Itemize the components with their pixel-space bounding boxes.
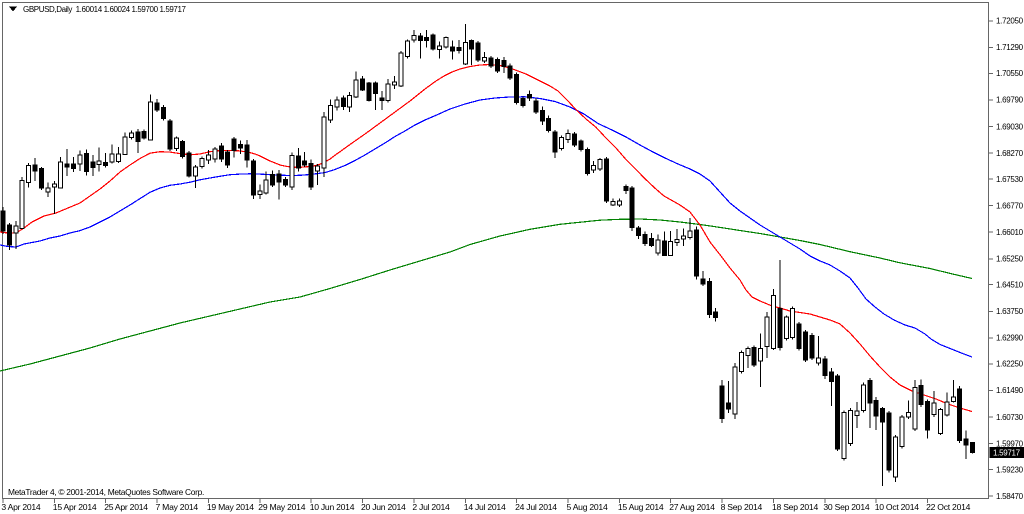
svg-text:29 May 2014: 29 May 2014 (258, 502, 305, 512)
svg-text:19 May 2014: 19 May 2014 (207, 502, 254, 512)
svg-text:7 May 2014: 7 May 2014 (156, 502, 199, 512)
svg-text:GBPUSD,Daily 1.60014 1.60024: GBPUSD,Daily 1.60014 1.60024 1.59700 1.5… (23, 5, 187, 14)
svg-text:MetaTrader 4, © 2001-2014, Met: MetaTrader 4, © 2001-2014, MetaQuotes So… (8, 487, 204, 497)
svg-text:1.69790: 1.69790 (996, 96, 1024, 105)
svg-text:1.59717: 1.59717 (993, 449, 1021, 458)
svg-text:1.59970: 1.59970 (996, 439, 1024, 448)
svg-text:1.60730: 1.60730 (996, 413, 1024, 422)
svg-text:1.62990: 1.62990 (996, 334, 1024, 343)
svg-text:1.66010: 1.66010 (996, 228, 1024, 237)
svg-text:25 Apr 2014: 25 Apr 2014 (104, 502, 148, 512)
svg-text:15 Aug 2014: 15 Aug 2014 (618, 502, 664, 512)
svg-text:10 Jun 2014: 10 Jun 2014 (310, 502, 355, 512)
svg-text:10 Oct 2014: 10 Oct 2014 (875, 502, 920, 512)
svg-text:30 Sep 2014: 30 Sep 2014 (823, 502, 869, 512)
svg-text:1.72050: 1.72050 (996, 17, 1024, 26)
svg-text:1.68270: 1.68270 (996, 149, 1024, 158)
svg-text:1.61490: 1.61490 (996, 386, 1024, 395)
svg-text:27 Aug 2014: 27 Aug 2014 (669, 502, 715, 512)
svg-text:1.63750: 1.63750 (996, 307, 1024, 316)
svg-text:1.58470: 1.58470 (996, 492, 1024, 501)
svg-text:1.59230: 1.59230 (996, 465, 1024, 474)
svg-text:1.70550: 1.70550 (996, 69, 1024, 78)
svg-text:18 Sep 2014: 18 Sep 2014 (772, 502, 818, 512)
svg-text:1.67530: 1.67530 (996, 175, 1024, 184)
svg-text:5 Aug 2014: 5 Aug 2014 (567, 502, 608, 512)
svg-text:2 Jul 2014: 2 Jul 2014 (412, 502, 450, 512)
svg-text:3 Apr 2014: 3 Apr 2014 (1, 502, 41, 512)
svg-text:1.62250: 1.62250 (996, 360, 1024, 369)
svg-text:8 Sep 2014: 8 Sep 2014 (721, 502, 763, 512)
svg-text:14 Jul 2014: 14 Jul 2014 (464, 502, 506, 512)
svg-text:1.66770: 1.66770 (996, 201, 1024, 210)
svg-text:1.69030: 1.69030 (996, 122, 1024, 131)
svg-text:22 Oct 2014: 22 Oct 2014 (926, 502, 971, 512)
svg-text:1.71290: 1.71290 (996, 43, 1024, 52)
svg-text:20 Jun 2014: 20 Jun 2014 (361, 502, 406, 512)
svg-text:1.64510: 1.64510 (996, 281, 1024, 290)
svg-text:24 Jul 2014: 24 Jul 2014 (515, 502, 557, 512)
svg-text:15 Apr 2014: 15 Apr 2014 (53, 502, 97, 512)
svg-text:1.65250: 1.65250 (996, 255, 1024, 264)
